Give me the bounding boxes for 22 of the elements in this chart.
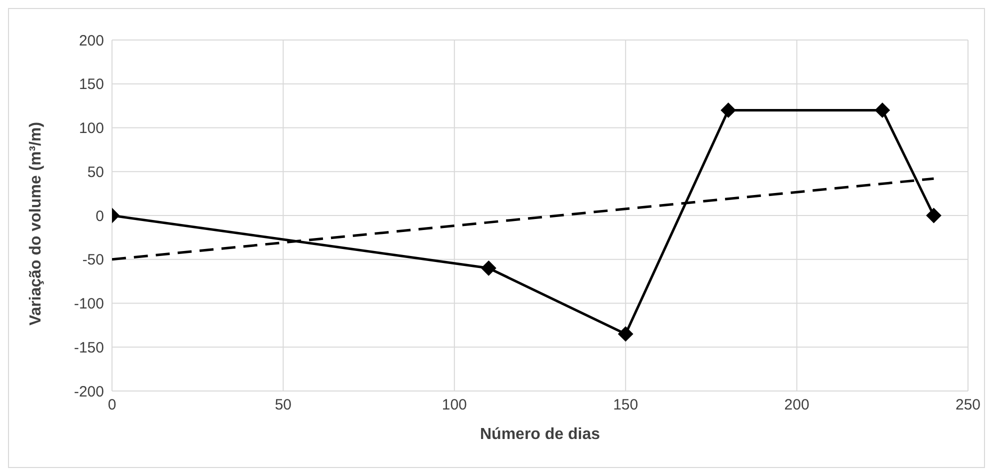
y-tick-label: 50	[87, 164, 104, 181]
y-tick-label: 200	[78, 32, 104, 50]
point	[926, 208, 942, 223]
x-tick-label: 250	[955, 396, 981, 414]
x-axis-title: Número de dias	[480, 426, 600, 443]
y-tick-label: -50	[82, 252, 104, 269]
y-tick-label: -100	[74, 296, 104, 313]
point	[720, 102, 736, 118]
y-tick-label: 100	[78, 120, 104, 138]
point	[874, 102, 890, 118]
x-tick-label: 200	[784, 396, 810, 414]
x-tick-label: 100	[442, 396, 467, 414]
y-tick-label: 150	[78, 76, 104, 94]
point	[618, 326, 634, 342]
point	[481, 260, 496, 276]
x-tick-label: 50	[274, 396, 292, 414]
x-tick-label: 0	[108, 396, 116, 414]
y-tick-label: 0	[96, 208, 104, 225]
x-tick-label: 150	[613, 396, 638, 414]
y-tick-label: -150	[74, 339, 104, 356]
y-axis-title: Variação do volume (m³/m)	[28, 122, 45, 326]
y-tick-label: -200	[74, 383, 104, 400]
